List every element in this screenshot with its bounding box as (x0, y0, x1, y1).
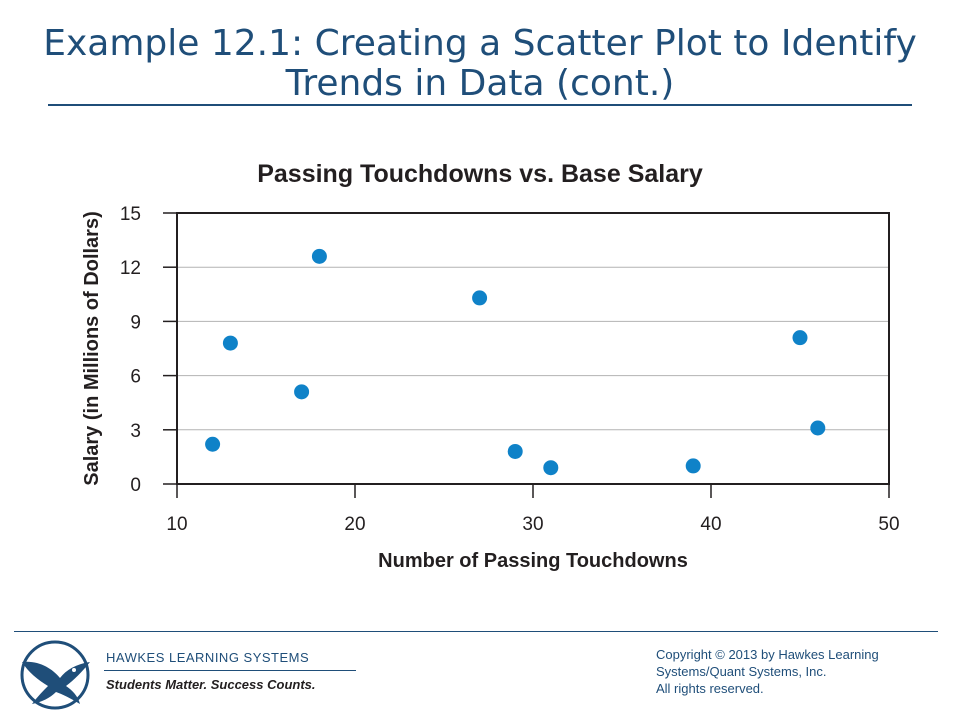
chart-title: Passing Touchdowns vs. Base Salary (257, 160, 703, 188)
slide-title-line-2: Trends in Data (cont.) (285, 63, 675, 104)
scatter-chart: Passing Touchdowns vs. Base Salary 10 20 3… (81, 160, 900, 572)
footer-divider (14, 631, 938, 632)
title-divider (48, 104, 912, 106)
data-point-5 (472, 290, 488, 306)
data-point-8 (685, 458, 701, 474)
data-point-6 (507, 443, 523, 459)
company-divider (104, 670, 356, 671)
copyright-line-1: Copyright © 2013 by Hawkes Learning (656, 647, 879, 662)
chart-grid (177, 266, 889, 431)
x-tick-label: 10 (166, 514, 187, 535)
tagline: Students Matter. Success Counts. (106, 677, 316, 692)
x-tick-label: 50 (878, 514, 899, 535)
data-point-4 (311, 248, 327, 264)
x-tick-label: 20 (344, 514, 365, 535)
y-tick-label: 0 (130, 475, 141, 496)
y-tick-label: 9 (130, 312, 141, 333)
plot-area (176, 212, 890, 485)
data-point-3 (294, 384, 310, 400)
x-tick-label: 30 (522, 514, 543, 535)
y-tick-label: 6 (130, 367, 141, 388)
copyright-line-2: Systems/Quant Systems, Inc. (656, 664, 827, 679)
copyright-notice: Copyright © 2013 by Hawkes Learning Syst… (656, 646, 946, 697)
y-axis: 0 3 6 9 12 15 (120, 204, 177, 496)
slide-title-line-1: Example 12.1: Creating a Scatter Plot to… (43, 23, 917, 64)
slide-title: Example 12.1: Creating a Scatter Plot to… (40, 24, 920, 104)
y-tick-label: 12 (120, 258, 141, 279)
data-point-7 (543, 460, 559, 476)
x-axis-label: Number of Passing Touchdowns (378, 550, 688, 572)
eagle-icon (20, 640, 90, 710)
x-tick-label: 40 (700, 514, 721, 535)
data-point-1 (205, 436, 221, 452)
y-axis-label: Salary (in Millions of Dollars) (81, 211, 103, 486)
y-tick-label: 3 (130, 421, 141, 442)
y-tick-label: 15 (120, 204, 141, 225)
data-points (205, 248, 826, 476)
company-name: HAWKES LEARNING SYSTEMS (106, 650, 310, 665)
copyright-line-3: All rights reserved. (656, 681, 764, 696)
data-point-9 (792, 330, 808, 346)
x-axis: 10 20 30 40 50 (166, 484, 900, 535)
data-point-10 (810, 420, 826, 436)
data-point-2 (222, 335, 238, 351)
